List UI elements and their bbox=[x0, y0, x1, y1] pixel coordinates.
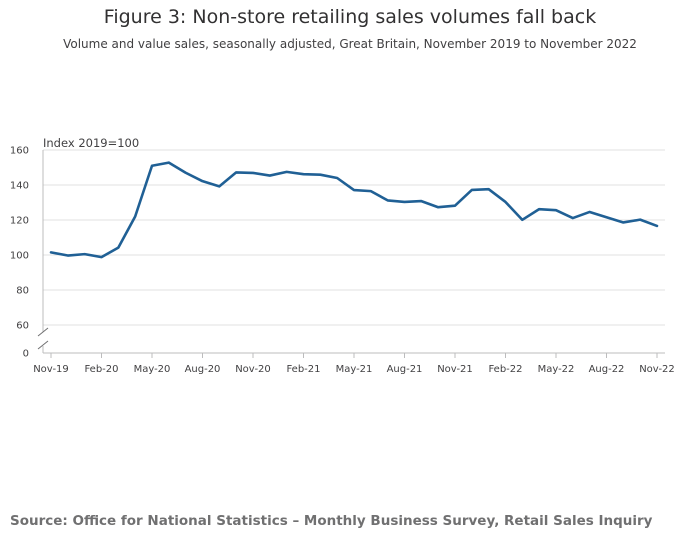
source-note: Source: Office for National Statistics –… bbox=[10, 513, 653, 529]
x-tick-label-aug-21: Aug-21 bbox=[387, 364, 423, 375]
x-tick-label-nov-22: Nov-22 bbox=[639, 364, 675, 375]
y-tick-label-80: 80 bbox=[16, 286, 29, 297]
x-axis: Nov-19 Feb-20 May-20 Aug-20 Nov-20 Feb-21 May-… bbox=[33, 352, 675, 375]
y-tick-label-140: 140 bbox=[10, 181, 29, 192]
x-tick-label-feb-20: Feb-20 bbox=[84, 364, 118, 375]
x-tick-label-aug-20: Aug-20 bbox=[185, 364, 221, 375]
x-tick-label-feb-21: Feb-21 bbox=[286, 364, 320, 375]
x-tick-label-nov-20: Nov-20 bbox=[235, 364, 271, 375]
data-line bbox=[49, 161, 659, 259]
y-tick-label-0: 0 bbox=[23, 349, 29, 360]
x-tick-label-nov-19: Nov-19 bbox=[33, 364, 69, 375]
chart-subtitle: Volume and value sales, seasonally adjus… bbox=[63, 37, 637, 51]
y-axis: 0 60 80 100 120 140 160 bbox=[10, 146, 49, 360]
y-tick-label-160: 160 bbox=[10, 146, 29, 157]
gridlines bbox=[43, 149, 665, 326]
data-series bbox=[49, 161, 659, 259]
x-tick-label-feb-22: Feb-22 bbox=[488, 364, 522, 375]
x-tick-label-aug-22: Aug-22 bbox=[589, 364, 625, 375]
y-tick-label-100: 100 bbox=[10, 251, 29, 262]
x-tick-label-may-21: May-21 bbox=[336, 364, 373, 375]
x-tick-label-may-20: May-20 bbox=[134, 364, 171, 375]
y-axis-unit-label: Index 2019=100 bbox=[43, 136, 139, 150]
axis-break-mark bbox=[37, 340, 49, 350]
y-tick-label-120: 120 bbox=[10, 216, 29, 227]
chart-title: Figure 3: Non-store retailing sales volu… bbox=[103, 6, 597, 28]
x-tick-label-nov-21: Nov-21 bbox=[437, 364, 473, 375]
y-tick-label-60: 60 bbox=[16, 321, 29, 332]
axis-break-mark bbox=[37, 327, 49, 337]
x-tick-label-may-22: May-22 bbox=[538, 364, 575, 375]
